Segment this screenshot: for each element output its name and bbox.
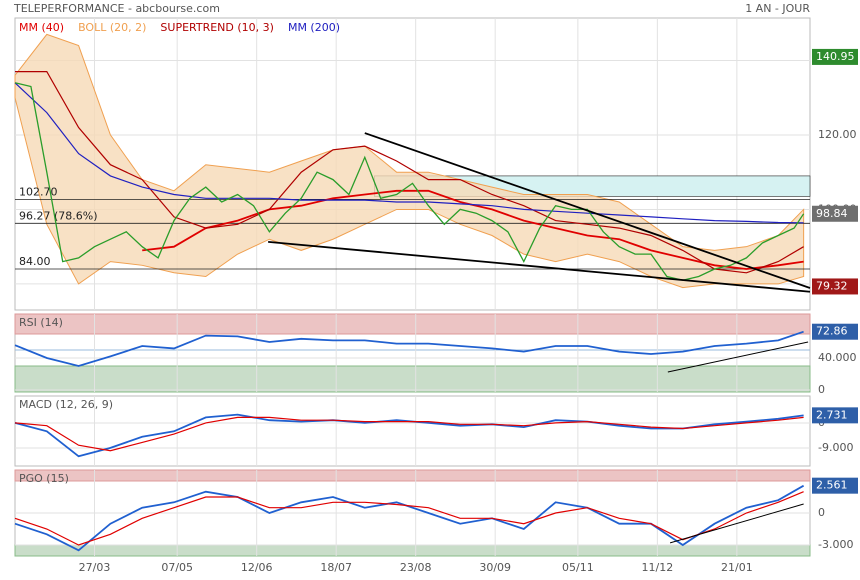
y-tick-label: 120.00 (818, 128, 857, 141)
x-tick-label: 12/06 (241, 561, 273, 574)
value-box (812, 477, 858, 494)
value-box-label: 72.86 (816, 325, 848, 338)
series-line (14, 82, 804, 224)
trendline (669, 503, 804, 544)
y-tick-label: 0 (818, 383, 825, 396)
panel-frame (14, 395, 811, 467)
level-label: 102.70 (19, 185, 58, 198)
y-tick-label: 0 (818, 506, 825, 519)
legend-entry: BOLL (20, 2) (78, 21, 146, 34)
x-tick-label: 27/03 (79, 561, 111, 574)
y-tick-label: 40.000 (818, 351, 857, 364)
panel-title: MACD (12, 26, 9) (19, 398, 113, 411)
series-line (14, 491, 804, 546)
oversold-zone (14, 365, 811, 393)
y-tick-label: -9.000 (818, 441, 853, 454)
level-label: 96.27 (78.6%) (19, 209, 98, 222)
series-line (14, 416, 804, 452)
series-line (15, 71, 804, 274)
legend-entry: MM (200) (288, 21, 340, 34)
y-tick-label: -3.000 (818, 538, 853, 551)
overbought-zone (14, 469, 811, 482)
x-tick-label: 05/11 (562, 561, 594, 574)
legend-entry: MM (40) (19, 21, 64, 34)
panel-title: PGO (15) (19, 472, 69, 485)
series-line (14, 330, 804, 367)
legend-entry: SUPERTREND (10, 3) (160, 21, 274, 34)
value-box (812, 323, 858, 340)
x-tick-label: 30/09 (479, 561, 511, 574)
value-box-label: 140.95 (816, 50, 855, 63)
panel-title: RSI (14) (19, 316, 63, 329)
value-box-label: 98.84 (816, 207, 848, 220)
oversold-zone (14, 544, 811, 557)
trendline (667, 341, 809, 373)
trendline (364, 132, 811, 289)
x-tick-label: 11/12 (642, 561, 674, 574)
value-box (812, 205, 858, 222)
x-tick-label: 07/05 (161, 561, 193, 574)
value-box-label: 2.561 (816, 479, 848, 492)
trendline (268, 240, 811, 293)
value-box (812, 407, 858, 424)
x-tick-label: 21/01 (721, 561, 753, 574)
series-line (14, 484, 805, 552)
x-tick-label: 23/08 (400, 561, 432, 574)
series-line (142, 189, 804, 270)
bollinger-band (14, 33, 805, 289)
overbought-zone (14, 313, 811, 335)
x-tick-label: 18/07 (320, 561, 352, 574)
value-box-label: 2.731 (816, 408, 848, 421)
value-box-label: 79.32 (816, 279, 848, 292)
header-title: TELEPERFORMANCE - abcbourse.com (13, 2, 220, 15)
level-label: 84.00 (19, 255, 51, 268)
header-period: 1 AN - JOUR (745, 2, 810, 15)
value-box (812, 278, 858, 295)
value-box (812, 48, 858, 65)
